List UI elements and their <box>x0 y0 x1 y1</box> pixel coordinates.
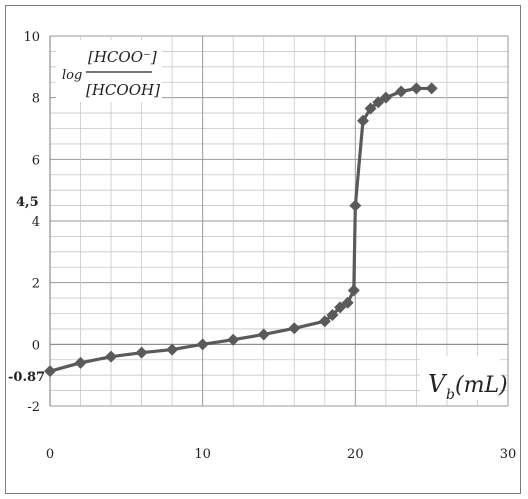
data-point <box>105 350 118 363</box>
x-tick-label: 0 <box>46 447 54 462</box>
data-point <box>364 102 377 115</box>
data-point <box>356 114 369 127</box>
ylabel-box <box>56 40 162 102</box>
y-tick-label: 10 <box>23 30 40 45</box>
x-tick-label: 30 <box>500 447 517 462</box>
data-point <box>135 346 148 359</box>
y-tick-label: 6 <box>32 153 40 168</box>
data-point <box>347 284 360 297</box>
x-tick-label: 10 <box>194 447 211 462</box>
y-tick-label: 2 <box>32 277 40 292</box>
xlabel-unit: (mL) <box>455 373 508 398</box>
ylabel-numerator: [HCOO⁻] <box>88 48 157 66</box>
tick-labels: -2 0 2 4 6 8 10 0 10 20 30 <box>23 30 516 462</box>
xlabel-box <box>420 356 500 400</box>
data-point <box>334 301 347 314</box>
data-point <box>326 309 339 322</box>
axes <box>49 36 508 406</box>
xlabel-main: V <box>428 370 448 398</box>
y-tick-label: 0 <box>32 338 40 353</box>
y-tick-label: 8 <box>32 92 40 107</box>
data-point <box>288 322 301 335</box>
data-point <box>341 296 354 309</box>
x-tick-label: 20 <box>347 447 364 462</box>
data-point <box>395 85 408 98</box>
annotation-minus-0-87: -0.87 <box>8 370 45 385</box>
data-point <box>257 328 270 341</box>
series-line <box>49 86 432 373</box>
data-point <box>425 82 438 95</box>
ylabel-denominator: [HCOOH] <box>86 81 160 99</box>
y-tick-label: -2 <box>27 400 40 415</box>
annotation-4-5: 4,5 <box>16 195 39 210</box>
y-tick-label: 4 <box>32 215 40 230</box>
data-point <box>318 315 331 328</box>
data-point <box>349 199 362 212</box>
data-point <box>410 82 423 95</box>
data-point <box>44 365 56 378</box>
series-layer <box>44 82 438 378</box>
data-point <box>379 91 392 104</box>
xlabel-sub: b <box>446 387 455 403</box>
data-point <box>227 333 240 346</box>
data-point <box>372 96 385 109</box>
data-point <box>166 343 179 356</box>
data-point <box>196 338 209 351</box>
ylabel-prefix: log <box>62 68 82 83</box>
data-point <box>74 356 87 369</box>
